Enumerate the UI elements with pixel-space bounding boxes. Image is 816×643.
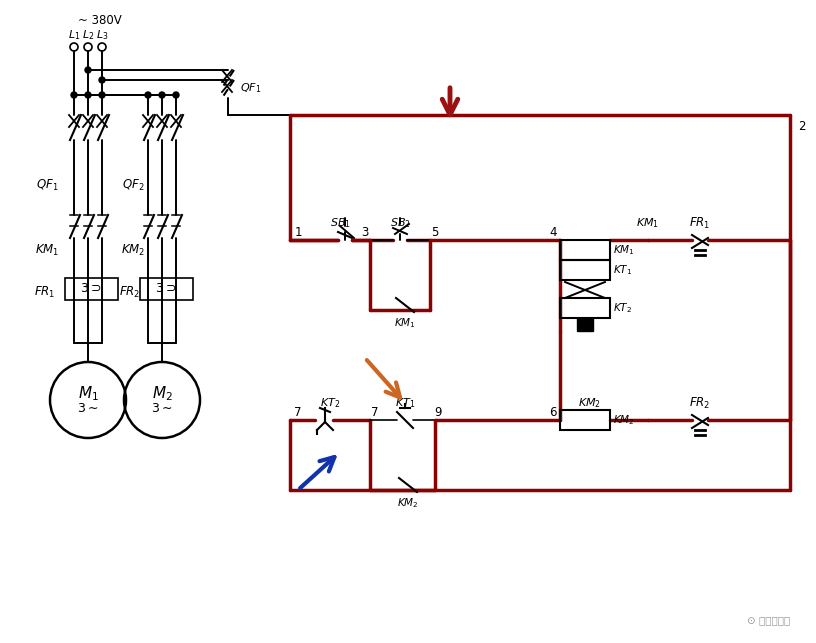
Text: $KM_1$: $KM_1$ — [613, 243, 635, 257]
Text: $KT_1$: $KT_1$ — [613, 263, 632, 277]
Bar — [560, 240, 610, 260]
Text: $L_2$: $L_2$ — [82, 28, 94, 42]
Text: $KM_2$: $KM_2$ — [579, 396, 601, 410]
Text: 3: 3 — [361, 226, 369, 239]
Circle shape — [145, 92, 151, 98]
Text: $KT_1$: $KT_1$ — [395, 396, 415, 410]
Text: $KM_2$: $KM_2$ — [121, 242, 145, 258]
Text: $FR_1$: $FR_1$ — [34, 284, 55, 300]
Circle shape — [173, 92, 179, 98]
Text: $3\sim$: $3\sim$ — [78, 401, 99, 415]
Text: $3\supset$: $3\supset$ — [80, 282, 102, 296]
Text: $KM_1$: $KM_1$ — [35, 242, 60, 258]
Bar — [140, 278, 193, 300]
Text: 7: 7 — [371, 406, 379, 419]
Text: $QF_2$: $QF_2$ — [122, 177, 144, 192]
Bar — [65, 278, 118, 300]
Text: ~ 380V: ~ 380V — [78, 14, 122, 26]
Text: $M_2$: $M_2$ — [152, 385, 172, 403]
Text: ⊙ 小电工点点: ⊙ 小电工点点 — [747, 615, 790, 625]
Text: 5: 5 — [432, 226, 439, 239]
Text: $3\sim$: $3\sim$ — [151, 401, 173, 415]
Text: 2: 2 — [798, 120, 805, 132]
Circle shape — [71, 92, 77, 98]
Circle shape — [85, 67, 91, 73]
Bar — [560, 298, 610, 318]
Text: $KM_1$: $KM_1$ — [394, 316, 416, 330]
Circle shape — [159, 92, 165, 98]
Text: $3\supset$: $3\supset$ — [155, 282, 177, 296]
Text: $L_1$: $L_1$ — [68, 28, 80, 42]
Bar — [577, 318, 593, 331]
Text: $QF_1$: $QF_1$ — [36, 177, 58, 192]
Text: 6: 6 — [549, 406, 557, 419]
Text: $SB_1$: $SB_1$ — [330, 216, 350, 230]
Text: $L_3$: $L_3$ — [95, 28, 109, 42]
Circle shape — [85, 92, 91, 98]
Circle shape — [99, 77, 105, 83]
Text: 9: 9 — [434, 406, 441, 419]
Circle shape — [99, 92, 105, 98]
Text: $SB_2$: $SB_2$ — [389, 216, 410, 230]
Bar — [560, 410, 610, 430]
Text: $M_1$: $M_1$ — [78, 385, 99, 403]
Text: 4: 4 — [549, 226, 557, 239]
Text: $KM_2$: $KM_2$ — [613, 413, 635, 427]
Text: $KT_2$: $KT_2$ — [613, 301, 632, 315]
Text: $QF_1$: $QF_1$ — [240, 81, 261, 95]
Text: $FR_1$: $FR_1$ — [690, 215, 711, 231]
Text: $FR_2$: $FR_2$ — [119, 284, 140, 300]
Text: 7: 7 — [295, 406, 302, 419]
Text: 1: 1 — [295, 226, 302, 239]
Text: $KM_2$: $KM_2$ — [397, 496, 419, 510]
Text: $KT_2$: $KT_2$ — [320, 396, 340, 410]
Bar — [560, 260, 610, 280]
Text: $KM_1$: $KM_1$ — [636, 216, 659, 230]
Text: $FR_2$: $FR_2$ — [690, 395, 711, 410]
